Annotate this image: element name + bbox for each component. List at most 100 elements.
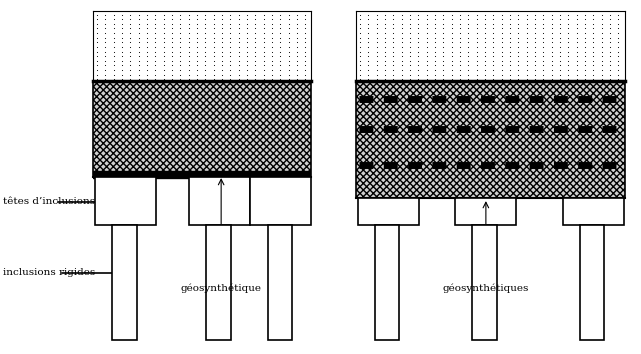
Point [284, 44, 294, 50]
Point [100, 40, 111, 45]
Point [580, 53, 590, 59]
Point [396, 30, 407, 36]
Point [372, 12, 382, 17]
Point [555, 62, 565, 68]
Point [555, 53, 565, 59]
Point [100, 58, 111, 64]
Point [480, 67, 490, 73]
Point [513, 16, 524, 22]
Point [430, 16, 440, 22]
Point [276, 40, 286, 45]
Point [379, 12, 390, 17]
Point [613, 72, 624, 78]
Point [363, 35, 373, 40]
Point [234, 44, 244, 50]
Point [530, 76, 540, 82]
Point [167, 76, 178, 82]
Point [259, 67, 269, 73]
Point [497, 48, 507, 54]
Point [276, 53, 286, 59]
Point [613, 30, 624, 36]
Point [126, 76, 136, 82]
Point [530, 21, 540, 27]
Point [422, 58, 432, 64]
Point [109, 25, 119, 31]
Point [151, 25, 161, 31]
Point [355, 48, 365, 54]
Point [438, 35, 449, 40]
Point [580, 12, 590, 17]
Point [405, 67, 415, 73]
Point [580, 44, 590, 50]
Point [505, 44, 515, 50]
Point [605, 25, 615, 31]
Point [505, 12, 515, 17]
Point [267, 53, 278, 59]
Point [522, 40, 532, 45]
Point [497, 21, 507, 27]
Point [292, 67, 303, 73]
Point [472, 72, 482, 78]
Point [292, 72, 303, 78]
Point [422, 21, 432, 27]
Point [100, 53, 111, 59]
Bar [189, 177, 250, 225]
Point [547, 30, 557, 36]
Point [355, 21, 365, 27]
Point [355, 40, 365, 45]
Point [438, 30, 449, 36]
Point [184, 44, 194, 50]
Point [455, 58, 465, 64]
Point [201, 67, 211, 73]
Point [388, 76, 399, 82]
Point [217, 53, 228, 59]
Point [209, 72, 219, 78]
Point [396, 58, 407, 64]
Point [151, 53, 161, 59]
Point [267, 76, 278, 82]
Point [126, 30, 136, 36]
Point [563, 76, 574, 82]
Point [505, 35, 515, 40]
Point [142, 12, 153, 17]
Point [588, 58, 599, 64]
Point [259, 44, 269, 50]
Point [292, 48, 303, 54]
Point [572, 25, 582, 31]
Point [276, 16, 286, 22]
Point [438, 40, 449, 45]
Point [488, 16, 499, 22]
Bar [93, 81, 311, 177]
Point [363, 72, 373, 78]
Point [396, 35, 407, 40]
Point [555, 40, 565, 45]
Point [251, 12, 261, 17]
Point [438, 76, 449, 82]
Point [201, 72, 211, 78]
Point [201, 16, 211, 22]
Point [472, 53, 482, 59]
Point [488, 25, 499, 31]
Point [355, 16, 365, 22]
Point [151, 72, 161, 78]
Point [447, 21, 457, 27]
Point [159, 58, 169, 64]
Point [588, 72, 599, 78]
Point [301, 16, 311, 22]
Bar [93, 81, 311, 177]
Point [209, 30, 219, 36]
Point [134, 30, 144, 36]
Point [292, 35, 303, 40]
Point [605, 76, 615, 82]
Point [117, 35, 128, 40]
Point [259, 76, 269, 82]
Point [167, 53, 178, 59]
Point [530, 72, 540, 78]
Point [422, 16, 432, 22]
Point [538, 72, 549, 78]
Point [267, 58, 278, 64]
Bar [580, 225, 604, 340]
Point [372, 53, 382, 59]
Point [234, 25, 244, 31]
Point [267, 62, 278, 68]
